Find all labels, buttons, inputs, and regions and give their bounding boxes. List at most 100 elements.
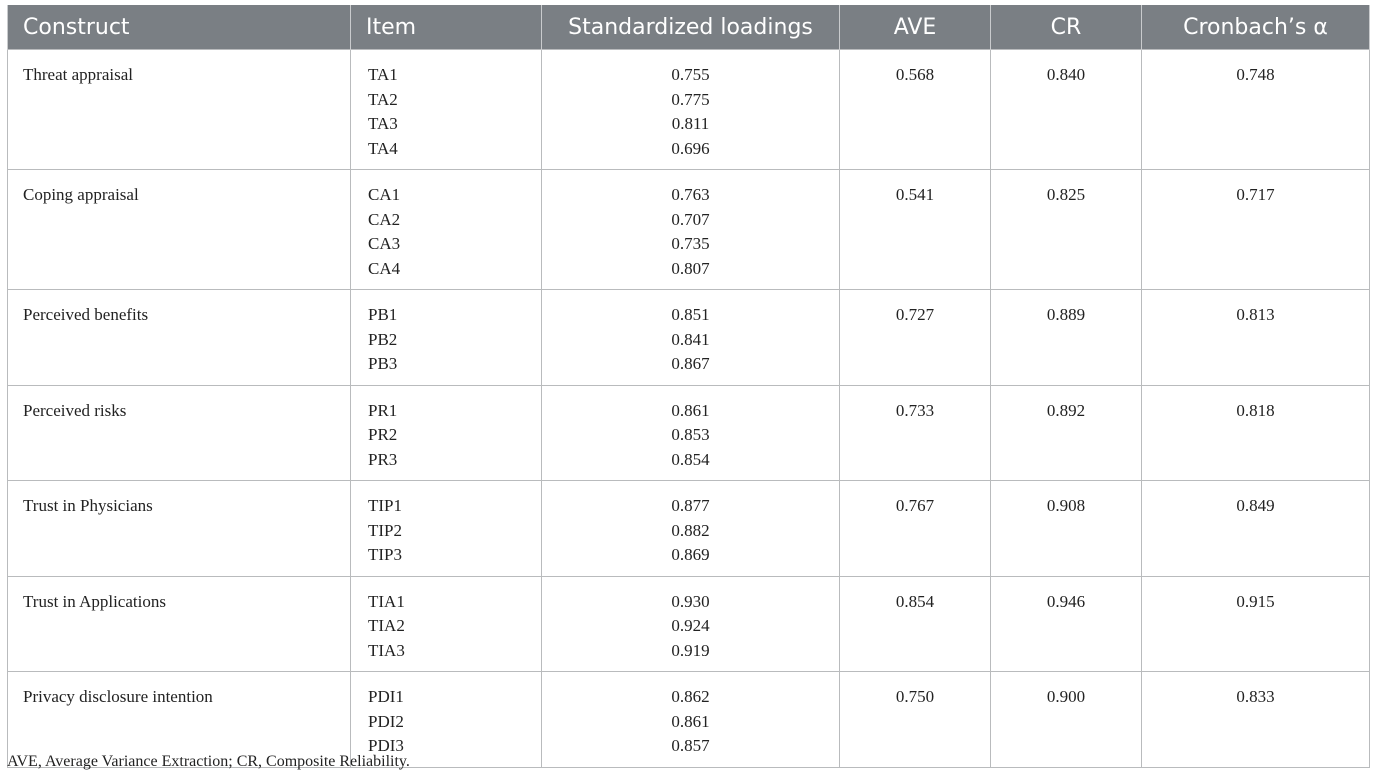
table-row: Trust in Physicians TIP1 TIP2 TIP3 0.877 0.88…	[7, 480, 1370, 577]
item-cell: TIP1 TIP2 TIP3	[350, 480, 542, 577]
item-code: CA1	[368, 185, 401, 204]
loading-value: 0.861	[671, 400, 710, 420]
cr-cell: 0.825	[990, 169, 1142, 290]
alpha-cell: 0.915	[1141, 575, 1370, 672]
item-code: PR2	[368, 425, 398, 444]
item-cell: PB1 PB2 PB3	[350, 289, 542, 386]
construct-cell: Privacy disclosure intention	[7, 671, 351, 768]
ave-cell: 0.750	[839, 671, 991, 768]
loading-value: 0.811	[671, 114, 710, 133]
header-row: Construct Item Standardized loadings AVE…	[7, 5, 1370, 50]
ave-cell: 0.733	[839, 384, 991, 481]
header-alpha: Cronbach’s α	[1141, 5, 1370, 50]
alpha-cell: 0.813	[1141, 289, 1370, 386]
loading-value: 0.869	[671, 545, 710, 564]
table-row: Perceived benefits PB1 PB2 PB3 0.851 0.841 0.8…	[7, 289, 1370, 386]
item-code: PDI1	[368, 687, 404, 706]
loading-value: 0.919	[671, 640, 710, 660]
loadings-cell: 0.851 0.841 0.867	[541, 289, 840, 386]
item-code: CA3	[368, 234, 401, 253]
table-header: Construct Item Standardized loadings AVE…	[7, 5, 1370, 50]
alpha-cell: 0.748	[1141, 49, 1370, 170]
table-row: Trust in Applications TIA1 TIA2 TIA3 0.930 0.…	[7, 575, 1370, 672]
item-code: PDI3	[368, 736, 404, 755]
loadings-cell: 0.930 0.924 0.919	[541, 575, 840, 672]
loading-value: 0.862	[671, 687, 710, 706]
table-body: Threat appraisal TA1 TA2 TA3 TA4 0.755 0.775 0.…	[7, 49, 1370, 768]
loading-value: 0.853	[671, 425, 710, 444]
loading-value: 0.857	[671, 736, 710, 755]
item-code: PB2	[368, 329, 398, 349]
construct-cell: Trust in Applications	[7, 575, 351, 672]
construct-cell: Perceived risks	[7, 384, 351, 481]
header-ave: AVE	[839, 5, 991, 50]
alpha-cell: 0.818	[1141, 384, 1370, 481]
table-row: Perceived risks PR1 PR2 PR3 0.861 0.853 0.854 0…	[7, 384, 1370, 481]
loadings-cell: 0.861 0.853 0.854	[541, 384, 840, 481]
item-code: TA2	[368, 89, 398, 109]
item-code: CA2	[368, 209, 401, 229]
loadings-cell: 0.877 0.882 0.869	[541, 480, 840, 577]
ave-cell: 0.767	[839, 480, 991, 577]
loadings-cell: 0.763 0.707 0.735 0.807	[541, 169, 840, 290]
item-code: CA4	[368, 258, 401, 278]
item-code: TIA2	[368, 616, 405, 635]
alpha-cell: 0.833	[1141, 671, 1370, 768]
cr-cell: 0.892	[990, 384, 1142, 481]
table-row: Threat appraisal TA1 TA2 TA3 TA4 0.755 0.775 0.…	[7, 49, 1370, 170]
loading-value: 0.735	[671, 234, 710, 253]
loading-value: 0.763	[671, 185, 710, 204]
loading-value: 0.755	[671, 65, 710, 84]
cr-cell: 0.908	[990, 480, 1142, 577]
alpha-cell: 0.717	[1141, 169, 1370, 290]
item-code: TA4	[368, 138, 398, 158]
loading-value: 0.854	[671, 449, 710, 469]
cr-cell: 0.900	[990, 671, 1142, 768]
item-code: TIP1	[368, 496, 402, 515]
alpha-cell: 0.849	[1141, 480, 1370, 577]
loading-value: 0.851	[671, 305, 710, 324]
cr-cell: 0.889	[990, 289, 1142, 386]
item-code: TIP2	[368, 520, 402, 540]
loading-value: 0.877	[671, 496, 710, 515]
loading-value: 0.696	[671, 138, 710, 158]
item-cell: PDI1 PDI2 PDI3	[350, 671, 542, 768]
item-cell: TA1 TA2 TA3 TA4	[350, 49, 542, 170]
item-code: PB1	[368, 305, 398, 324]
loading-value: 0.707	[671, 209, 710, 229]
item-code: TA1	[368, 65, 398, 84]
header-item: Item	[350, 5, 542, 50]
item-code: TIA1	[368, 591, 405, 611]
table-row: Privacy disclosure intention PDI1 PDI2 PDI3…	[7, 671, 1370, 768]
ave-cell: 0.854	[839, 575, 991, 672]
item-code: TIA3	[368, 640, 405, 660]
header-cr: CR	[990, 5, 1142, 50]
item-cell: TIA1 TIA2 TIA3	[350, 575, 542, 672]
loading-value: 0.861	[671, 711, 710, 731]
ave-cell: 0.727	[839, 289, 991, 386]
item-code: PR1	[368, 400, 398, 420]
item-code: TIP3	[368, 545, 402, 564]
table-footnote: AVE, Average Variance Extraction; CR, Co…	[7, 753, 410, 770]
cr-cell: 0.840	[990, 49, 1142, 170]
results-table-container: Construct Item Standardized loadings AVE…	[7, 5, 1370, 768]
loading-value: 0.930	[671, 591, 710, 611]
table-row: Coping appraisal CA1 CA2 CA3 CA4 0.763 0.707 0.…	[7, 169, 1370, 290]
item-cell: CA1 CA2 CA3 CA4	[350, 169, 542, 290]
loading-value: 0.867	[671, 354, 710, 373]
item-code: PB3	[368, 354, 398, 373]
loadings-cell: 0.755 0.775 0.811 0.696	[541, 49, 840, 170]
loading-value: 0.882	[671, 520, 710, 540]
ave-cell: 0.568	[839, 49, 991, 170]
header-loadings: Standardized loadings	[541, 5, 840, 50]
item-code: PR3	[368, 449, 398, 469]
item-code: TA3	[368, 114, 398, 133]
construct-cell: Threat appraisal	[7, 49, 351, 170]
ave-cell: 0.541	[839, 169, 991, 290]
construct-cell: Perceived benefits	[7, 289, 351, 386]
loadings-cell: 0.862 0.861 0.857	[541, 671, 840, 768]
loading-value: 0.924	[671, 616, 710, 635]
measurement-model-table: Construct Item Standardized loadings AVE…	[7, 5, 1370, 768]
construct-cell: Coping appraisal	[7, 169, 351, 290]
item-cell: PR1 PR2 PR3	[350, 384, 542, 481]
